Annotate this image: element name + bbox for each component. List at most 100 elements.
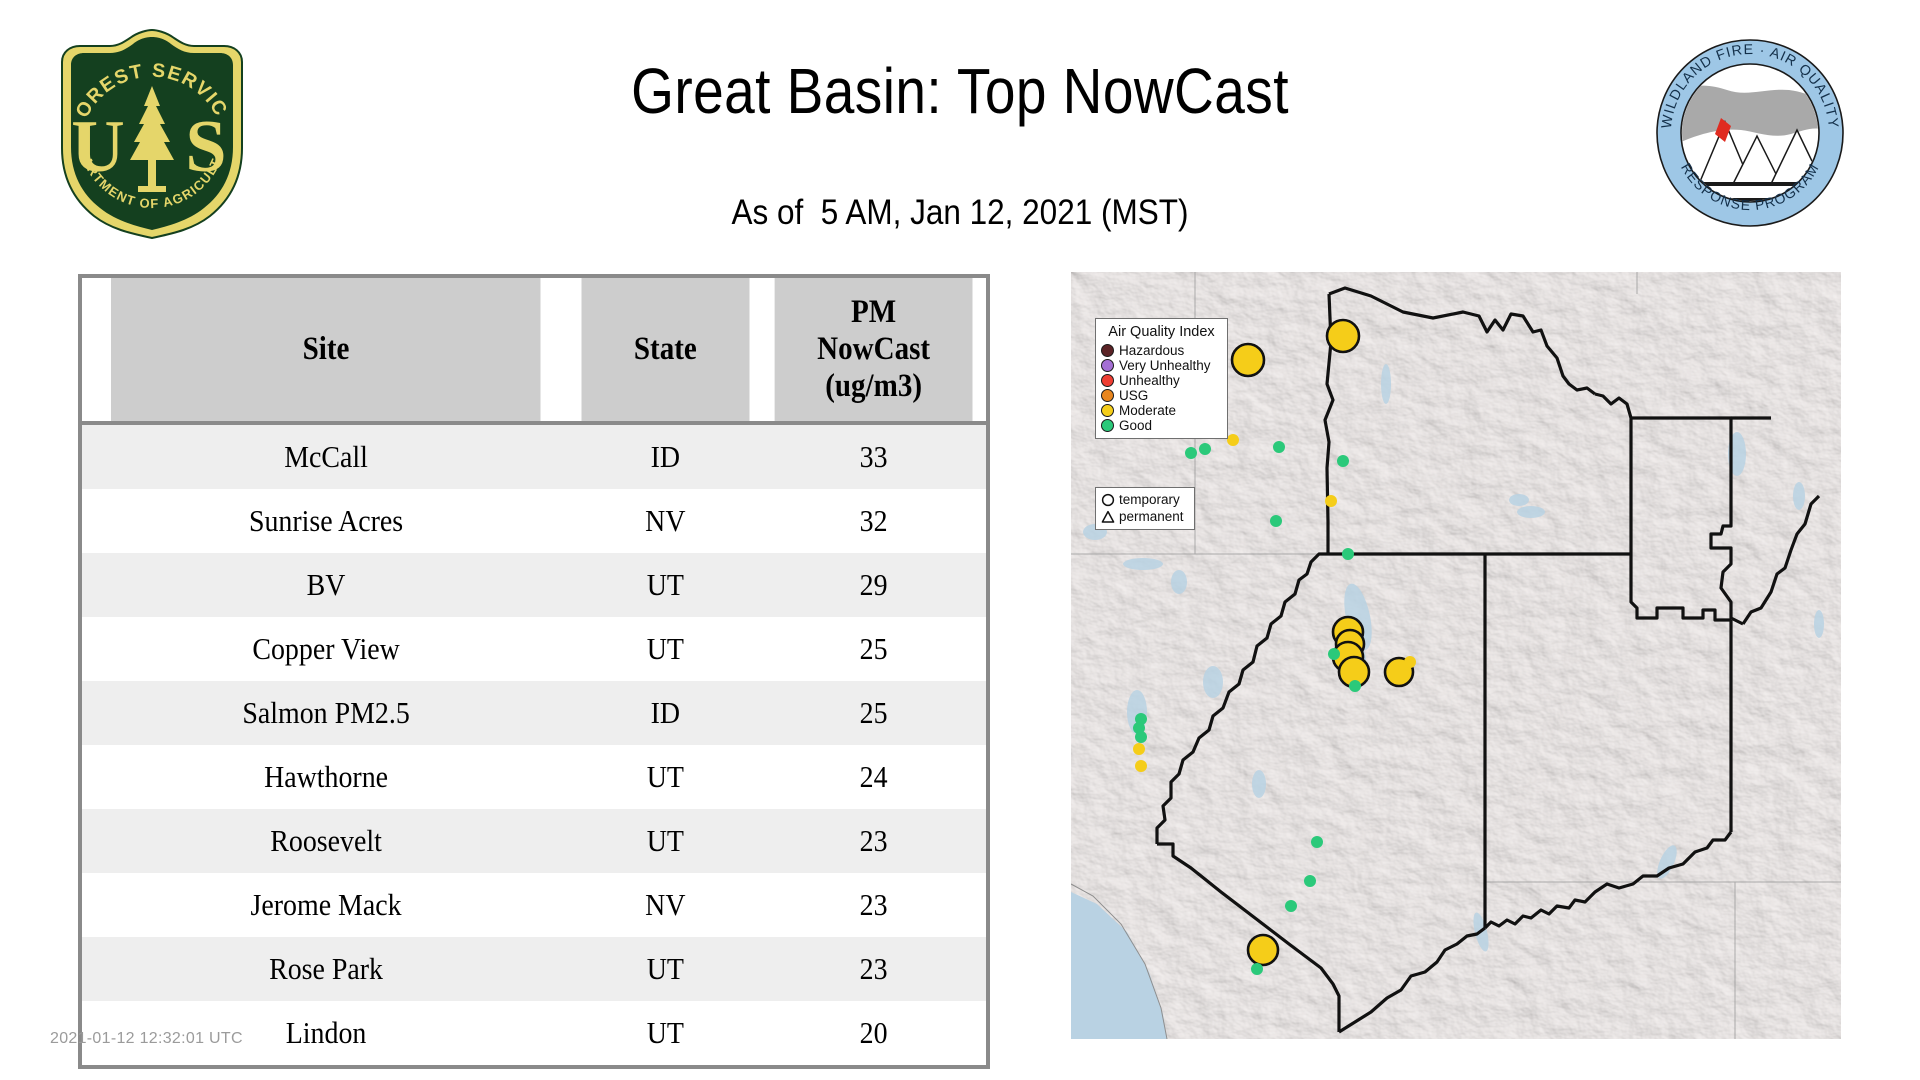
monitor-marker[interactable] (1328, 648, 1340, 660)
monitor-marker[interactable] (1304, 875, 1316, 887)
aqi-label-usg: USG (1119, 387, 1149, 403)
monitor-marker[interactable] (1135, 760, 1147, 772)
triangle-marker-icon (1101, 510, 1115, 523)
aqi-legend-item-unhealthy: Unhealthy (1101, 373, 1222, 388)
monitor-marker[interactable] (1325, 318, 1361, 354)
nowcast-table-container: Site State PM NowCast (ug/m3) McCall ID (78, 274, 990, 1069)
aqi-dot-good (1101, 419, 1114, 432)
cell-site: Salmon PM2.5 (242, 694, 410, 730)
monitor-marker[interactable] (1251, 963, 1263, 975)
monitor-marker[interactable] (1349, 680, 1361, 692)
wfaqrp-seal-icon: WILDLAND FIRE · AIR QUALITY RESPONSE PRO… (1656, 39, 1844, 227)
cell-site: Copper View (252, 630, 400, 666)
coastline (1071, 883, 1168, 1039)
column-header-pm-nowcast: PM NowCast (ug/m3) (774, 276, 975, 425)
table-row: McCall ID 33 (80, 422, 988, 489)
aqi-legend-item-moderate: Moderate (1101, 403, 1222, 418)
table-row: Rose Park UT 23 (80, 936, 988, 1001)
page-title: Great Basin: Top NowCast (631, 55, 1289, 127)
monitor-marker[interactable] (1135, 731, 1147, 743)
monitor-marker[interactable] (1230, 342, 1266, 378)
cell-value: 33 (859, 438, 888, 474)
column-header-state: State (581, 276, 750, 425)
svg-text:U: U (71, 106, 124, 188)
cell-value: 23 (859, 822, 888, 858)
cell-state: NV (645, 502, 686, 538)
ocean-water (1071, 892, 1167, 1039)
monitor-type-label-permanent: permanent (1119, 508, 1184, 524)
monitor-marker[interactable] (1227, 434, 1239, 446)
svg-text:S: S (185, 106, 226, 188)
monitor-marker[interactable] (1185, 447, 1197, 459)
nowcast-table: Site State PM NowCast (ug/m3) McCall ID (78, 274, 990, 1069)
monitor-markers (1133, 318, 1416, 975)
monitor-marker[interactable] (1311, 836, 1323, 848)
aqi-dot-usg (1101, 389, 1114, 402)
table-row: Copper View UT 25 (80, 616, 988, 681)
aqi-label-good: Good (1119, 417, 1153, 433)
monitor-marker[interactable] (1135, 713, 1147, 725)
monitor-marker[interactable] (1133, 722, 1145, 734)
monitor-marker[interactable] (1246, 933, 1280, 967)
aqi-dot-hazardous (1101, 344, 1114, 357)
table-row: Hawthorne UT 24 (80, 744, 988, 809)
cell-value: 25 (859, 694, 888, 730)
table-row: Sunrise Acres NV 32 (80, 488, 988, 553)
aqi-legend-item-usg: USG (1101, 388, 1222, 403)
monitor-marker[interactable] (1342, 548, 1354, 560)
cell-state: UT (647, 566, 685, 602)
cell-value: 29 (859, 566, 888, 602)
aqi-label-unhealthy: Unhealthy (1119, 372, 1180, 388)
monitor-marker[interactable] (1285, 900, 1297, 912)
cell-site: BV (306, 566, 346, 602)
cell-state: ID (650, 438, 681, 474)
aqi-label-moderate: Moderate (1119, 402, 1177, 418)
monitor-marker[interactable] (1325, 495, 1337, 507)
cell-value: 23 (859, 950, 888, 986)
aqi-label-very-unhealthy: Very Unhealthy (1119, 357, 1211, 373)
state-boundaries (1155, 286, 1821, 1034)
table-row: Lindon UT 20 (80, 1000, 988, 1067)
cell-site: Rose Park (269, 950, 384, 986)
monitor-marker[interactable] (1273, 441, 1285, 453)
monitor-marker[interactable] (1133, 743, 1145, 755)
cell-state: UT (647, 822, 685, 858)
cell-site: Hawthorne (264, 758, 389, 794)
page-subtitle: As of 5 AM, Jan 12, 2021 (MST) (731, 193, 1189, 232)
monitor-marker[interactable] (1337, 455, 1349, 467)
aqi-legend-item-good: Good (1101, 418, 1222, 433)
cell-value: 23 (859, 886, 888, 922)
circle-marker-icon (1101, 493, 1115, 506)
monitor-type-item-permanent: permanent (1101, 508, 1189, 525)
table-body: McCall ID 33 Sunrise Acres NV 32 BV UT 2… (80, 422, 988, 1067)
table-header: Site State PM NowCast (ug/m3) (80, 276, 988, 425)
aqi-dot-moderate (1101, 404, 1114, 417)
cell-value: 20 (859, 1014, 888, 1050)
cell-site: McCall (284, 438, 368, 474)
cell-site: Roosevelt (270, 822, 382, 858)
wfaqrp-logo: WILDLAND FIRE · AIR QUALITY RESPONSE PRO… (1655, 38, 1845, 228)
cell-value: 24 (859, 758, 888, 794)
water-bodies (1083, 364, 1824, 952)
aqi-legend: Air Quality Index Hazardous Very Unhealt… (1095, 318, 1228, 439)
table-row: BV UT 29 (80, 552, 988, 617)
table-header-row: Site State PM NowCast (ug/m3) (80, 276, 988, 425)
monitor-marker[interactable] (1270, 515, 1282, 527)
aqi-dot-very-unhealthy (1101, 359, 1114, 372)
cell-site: Jerome Mack (250, 886, 402, 922)
cell-site: Sunrise Acres (248, 502, 404, 538)
monitor-marker[interactable] (1404, 656, 1416, 668)
aqi-legend-title: Air Quality Index (1108, 324, 1215, 340)
cell-state: UT (647, 1014, 685, 1050)
cell-state: NV (645, 886, 686, 922)
usfs-shield-logo: FOREST SERVICE U S DEPARTMENT OF AGRICUL… (45, 11, 252, 240)
footer-timestamp: 2021-01-12 12:32:01 UTC (50, 1030, 243, 1047)
aqi-legend-item-very-unhealthy: Very Unhealthy (1101, 358, 1222, 373)
table-row: Salmon PM2.5 ID 25 (80, 680, 988, 745)
cell-value: 25 (859, 630, 888, 666)
monitor-marker[interactable] (1199, 443, 1211, 455)
cell-state: UT (647, 630, 685, 666)
table-row: Roosevelt UT 23 (80, 808, 988, 873)
cell-state: UT (647, 758, 685, 794)
